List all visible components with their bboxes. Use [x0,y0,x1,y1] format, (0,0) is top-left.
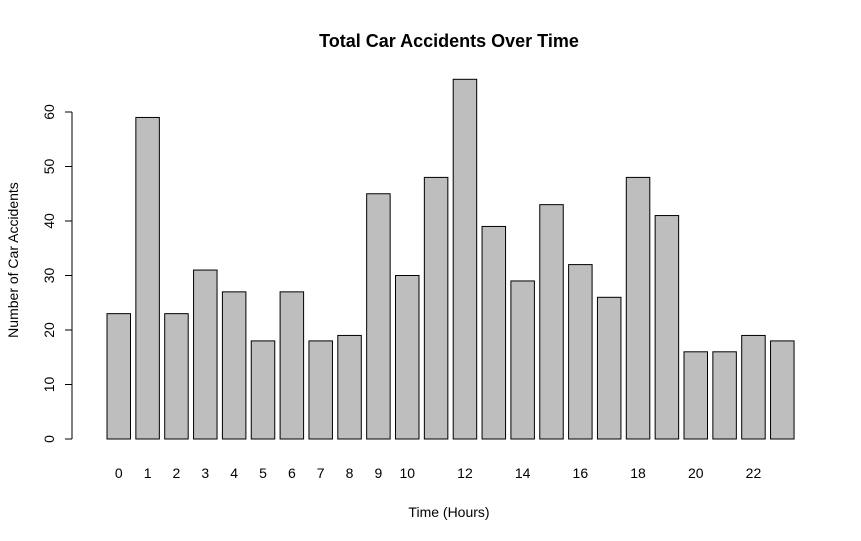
y-tick-label: 10 [41,377,57,393]
bar-1 [135,116,160,440]
bar-0 [106,313,131,440]
bar-7 [308,340,333,440]
y-axis-label: Number of Car Accidents [5,182,21,338]
x-tick-label: 3 [201,465,209,481]
bar-13 [481,225,507,440]
bar-2 [164,313,189,440]
x-tick-label: 12 [457,465,473,481]
x-tick-label: 18 [630,465,646,481]
y-tick-label: 20 [41,322,57,338]
x-tick-label: 10 [399,465,415,481]
x-tick-label: 2 [173,465,181,481]
bar-19 [654,215,680,440]
bar-9 [366,193,391,440]
x-tick-label: 5 [259,465,267,481]
y-tick-label: 60 [41,104,57,120]
bar-4 [221,291,247,440]
bar-8 [337,334,362,440]
x-tick-label: 20 [688,465,704,481]
bar-23 [770,340,795,440]
bar-21 [712,351,737,440]
y-tick-label: 30 [41,268,57,284]
bar-12 [452,78,478,440]
y-tick-label: 40 [41,213,57,229]
bar-20 [683,351,708,440]
y-tick-label: 50 [41,159,57,175]
bar-10 [395,275,420,440]
x-tick-label: 6 [288,465,296,481]
bar-22 [741,334,766,440]
y-axis: 0 10 20 30 40 50 60 [41,104,73,443]
x-axis-tick-labels: 0 1 2 3 4 5 6 7 8 9 10 12 14 16 18 20 22 [115,465,762,481]
bars [106,78,795,440]
x-tick-label: 22 [746,465,762,481]
x-tick-label: 7 [317,465,325,481]
x-tick-label: 16 [573,465,589,481]
bar-16 [568,264,593,440]
bar-17 [596,296,622,440]
bar-14 [510,280,535,440]
bar-18 [625,176,651,440]
bar-3 [193,269,218,440]
bar-11 [423,176,449,440]
y-tick-label: 0 [41,435,57,443]
chart-title: Total Car Accidents Over Time [319,31,579,51]
x-tick-label: 8 [346,465,354,481]
x-tick-label: 14 [515,465,531,481]
bar-6 [279,291,305,440]
x-tick-label: 9 [375,465,383,481]
x-tick-label: 0 [115,465,123,481]
x-tick-label: 4 [230,465,238,481]
x-tick-label: 1 [144,465,152,481]
x-axis-label: Time (Hours) [408,504,489,520]
bar-5 [250,340,276,440]
bar-15 [539,204,564,440]
